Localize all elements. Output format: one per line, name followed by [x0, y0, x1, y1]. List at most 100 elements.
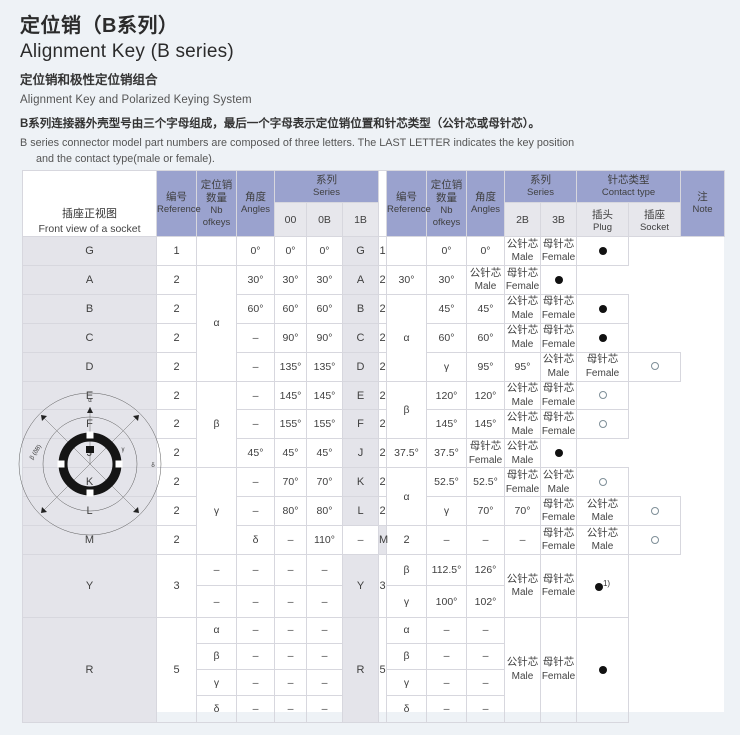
right-angle-cell [386, 236, 427, 266]
left-series-0B-cell: 155° [274, 409, 307, 440]
left-reference-cell: M [22, 525, 157, 555]
right-angle-cell: γ [426, 351, 467, 382]
right-nbkeys-cell: 1 [378, 236, 387, 266]
header-angles-right: 角度 Angles [466, 169, 505, 238]
left-series-1B-cell: 155° [306, 409, 343, 440]
table-row-group-Y: Y 3– – – – Y 3 β 112.5° 126° 公针芯 Male 母针芯 Female 1) [22, 553, 725, 618]
right-series-3B-cell: – [466, 695, 505, 723]
right-reference-cell: R [342, 616, 379, 723]
left-series-0B-cell: 110° [306, 525, 343, 555]
socket-contact-cell: 母针芯 Female [540, 616, 577, 723]
hollow-circle-icon [650, 506, 659, 515]
left-series-1B-cell: – [306, 616, 343, 644]
left-series-0B-cell: 145° [274, 380, 307, 411]
left-series-1B-cell: – [306, 585, 343, 618]
right-reference-cell: F [342, 409, 379, 440]
right-nbkeys-cell: 2 [386, 525, 427, 555]
left-series-1B-cell: 45° [306, 438, 343, 469]
left-nbkeys-cell: 2 [156, 264, 197, 295]
right-angle-cell: δ [386, 695, 427, 723]
right-series-2B-cell: – [426, 616, 467, 644]
right-reference-cell: C [342, 322, 379, 353]
left-series-0B-cell: – [274, 616, 307, 644]
header-series-1B: 1B [342, 202, 379, 238]
diagram-caption: 插座正视图 Front view of a socket [23, 171, 156, 236]
left-series-00-cell: – [236, 467, 275, 498]
right-nbkeys-cell: 3 [378, 553, 387, 618]
left-series-0B-cell: – [274, 669, 307, 697]
plug-contact-cell: 公针芯 Male [504, 553, 541, 618]
left-series-1B-cell: – [306, 642, 343, 671]
left-series-00-cell: – [236, 322, 275, 353]
left-nbkeys-cell: 1 [156, 236, 197, 266]
description-cn: B系列连接器外壳型号由三个字母组成，最后一个字母表示定位销位置和针芯类型（公针芯… [20, 118, 541, 131]
right-angle-cell: – [426, 525, 467, 555]
note-cell [576, 322, 629, 353]
specification-panel: 插座正视图 Front view of a socket [18, 169, 725, 723]
right-series-2B-cell: 0° [426, 236, 467, 266]
left-nbkeys-cell: 2 [156, 322, 197, 353]
plug-contact-cell: 公针芯 Male [504, 322, 541, 353]
right-reference-cell: M [378, 525, 388, 555]
plug-contact-cell: 公针芯 Male [504, 380, 541, 411]
left-series-0B-cell: 90° [274, 322, 307, 353]
header-series-2B: 2B [504, 202, 541, 238]
subtitle-cn: 定位销和极性定位销组合 [20, 72, 158, 87]
left-series-1B-cell: 60° [306, 293, 343, 324]
right-series-2B-cell: – [426, 669, 467, 697]
hollow-circle-icon [598, 420, 607, 429]
table-row-group-R: R 5 α – – – R 5 α – – 公针芯 Male 母针芯 Female [22, 616, 725, 723]
header-nbkeys-left: 定位销 数量 Nb ofkeys [196, 169, 237, 238]
right-series-2B-cell: – [426, 695, 467, 723]
left-nbkeys-cell: 2 [156, 293, 197, 324]
left-reference-cell: G [22, 236, 157, 266]
right-nbkeys-cell: 2 [378, 264, 387, 295]
note-cell [540, 264, 577, 295]
left-reference-cell: C [22, 322, 157, 353]
left-series-00-cell: 60° [236, 293, 275, 324]
note-cell [576, 409, 629, 440]
socket-contact-cell: 母针芯 Female [540, 322, 577, 353]
left-series-1B-cell: 145° [306, 380, 343, 411]
hollow-circle-icon [598, 478, 607, 487]
filled-circle-icon [598, 304, 607, 313]
plug-contact-cell: 母针芯 Female [540, 525, 577, 555]
note-cell [576, 380, 629, 411]
header-series-00: 00 [274, 202, 307, 238]
table-body: G 1 0° 0° 0° G 1 0° 0° 公针芯 Male 母针芯 Female A 2 α 30° 30° 3… [22, 236, 725, 723]
document-header: 定位销（B系列） Alignment Key (B series) 定位销和极性… [0, 0, 740, 168]
right-series-2B-cell: 30° [386, 264, 427, 295]
left-angle-cell [196, 236, 237, 266]
left-series-1B-cell: 135° [306, 351, 343, 382]
diagram-label-delta: δ [151, 463, 155, 469]
right-nbkeys-cell: 5 [378, 616, 387, 723]
left-series-1B-cell: – [306, 553, 343, 587]
right-series-3B-cell: – [466, 669, 505, 697]
right-series-3B-cell: – [466, 642, 505, 671]
right-angle-cell: γ [426, 496, 467, 527]
alignment-key-table: 插座正视图 Front view of a socket [18, 169, 725, 723]
header-angles-left: 角度 Angles [236, 169, 275, 238]
table-row: A 2 α 30° 30° 30° A 2 30° 30° 公针芯 Male 母针芯 Female [22, 264, 725, 382]
hollow-circle-icon [650, 362, 659, 371]
left-nbkeys-cell: 3 [156, 553, 197, 618]
header-reference-cn: 编号 [166, 191, 187, 203]
table-header-row-2: 00 0B 1B 2B 3B 插头 Plug 插座 Socket [23, 202, 725, 238]
right-series-3B-cell: 102° [466, 585, 505, 618]
description-en-line2: and the contact type(male or female). [36, 153, 215, 166]
left-angle-cell: α [196, 264, 237, 382]
left-nbkeys-cell: 5 [156, 616, 197, 723]
right-series-3B-cell: 95° [504, 351, 541, 382]
left-series-00-cell: – [236, 585, 275, 618]
table-row: C 2–90° 90° C 2 60° 60° 公针芯 Male 母针芯 Female [22, 322, 725, 353]
right-series-3B-cell: 45° [466, 293, 505, 324]
plug-contact-cell: 母针芯 Female [466, 438, 505, 469]
right-series-2B-cell: 37.5° [386, 438, 427, 469]
filled-circle-icon [554, 449, 563, 458]
header-reference-left: 编号 Reference [156, 169, 201, 238]
right-series-2B-cell: 100° [426, 585, 467, 618]
right-series-2B-cell: – [466, 525, 505, 555]
socket-contact-cell: 母针芯 Female [504, 264, 541, 295]
header-contact-type: 针芯类型 Contact type [576, 169, 681, 204]
left-series-0B-cell: 60° [274, 293, 307, 324]
